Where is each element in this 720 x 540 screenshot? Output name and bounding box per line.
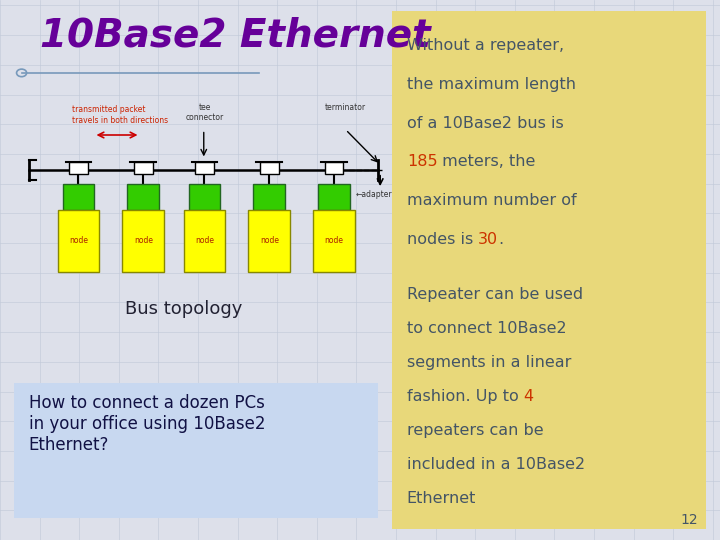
- FancyBboxPatch shape: [313, 210, 355, 272]
- Text: 12: 12: [681, 512, 698, 526]
- Text: to connect 10Base2: to connect 10Base2: [407, 321, 567, 336]
- Text: node: node: [260, 236, 279, 245]
- FancyBboxPatch shape: [318, 184, 350, 210]
- Text: node: node: [325, 236, 343, 245]
- Text: 4: 4: [523, 389, 534, 404]
- FancyBboxPatch shape: [253, 184, 285, 210]
- Text: Ethernet: Ethernet: [407, 491, 476, 507]
- Text: node: node: [195, 236, 214, 245]
- FancyBboxPatch shape: [134, 162, 153, 174]
- Text: 10Base2 Ethernet: 10Base2 Ethernet: [40, 16, 431, 54]
- FancyBboxPatch shape: [325, 162, 343, 174]
- Text: Repeater can be used: Repeater can be used: [407, 287, 583, 302]
- Text: 185: 185: [407, 154, 438, 170]
- Text: included in a 10Base2: included in a 10Base2: [407, 457, 585, 472]
- Text: terminator: terminator: [325, 103, 366, 112]
- Text: of a 10Base2 bus is: of a 10Base2 bus is: [407, 116, 564, 131]
- FancyBboxPatch shape: [122, 210, 164, 272]
- Text: node: node: [69, 236, 88, 245]
- Text: 30: 30: [478, 232, 498, 247]
- Text: meters, the: meters, the: [438, 154, 536, 170]
- Text: Bus topology: Bus topology: [125, 300, 243, 318]
- Text: .: .: [498, 232, 503, 247]
- Text: fashion. Up to: fashion. Up to: [407, 389, 523, 404]
- FancyBboxPatch shape: [58, 210, 99, 272]
- Text: How to connect a dozen PCs
in your office using 10Base2
Ethernet?: How to connect a dozen PCs in your offic…: [29, 394, 265, 454]
- Text: transmitted packet
travels in both directions: transmitted packet travels in both direc…: [72, 105, 168, 125]
- Text: the maximum length: the maximum length: [407, 77, 576, 92]
- FancyBboxPatch shape: [195, 162, 214, 174]
- FancyBboxPatch shape: [189, 184, 220, 210]
- Text: segments in a linear: segments in a linear: [407, 355, 571, 370]
- FancyBboxPatch shape: [248, 210, 290, 272]
- FancyBboxPatch shape: [127, 184, 159, 210]
- Text: node: node: [134, 236, 153, 245]
- Text: repeaters can be: repeaters can be: [407, 423, 544, 438]
- FancyBboxPatch shape: [69, 162, 88, 174]
- Text: tee
connector: tee connector: [186, 103, 225, 122]
- FancyBboxPatch shape: [392, 11, 706, 529]
- Text: ←adapter: ←adapter: [356, 190, 392, 199]
- Text: nodes is: nodes is: [407, 232, 478, 247]
- FancyBboxPatch shape: [63, 184, 94, 210]
- FancyBboxPatch shape: [260, 162, 279, 174]
- Text: maximum number of: maximum number of: [407, 193, 577, 208]
- FancyBboxPatch shape: [184, 210, 225, 272]
- FancyBboxPatch shape: [14, 383, 378, 518]
- Text: Without a repeater,: Without a repeater,: [407, 38, 564, 53]
